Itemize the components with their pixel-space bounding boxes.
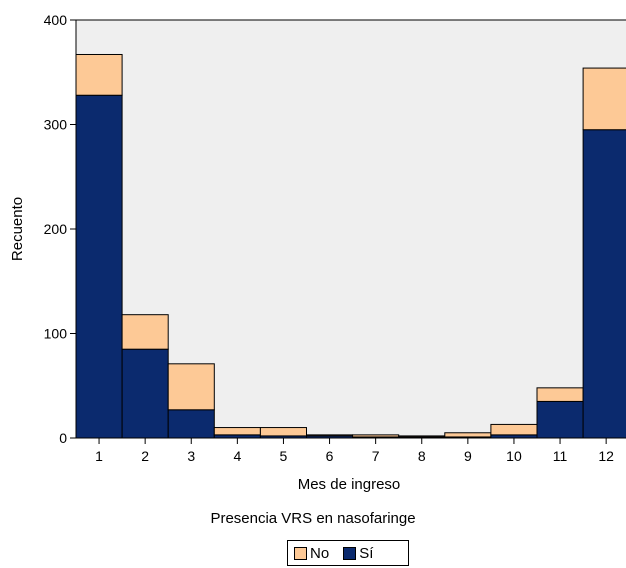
- x-tick-label-8: 8: [418, 448, 426, 464]
- bar-segment-no-11: [536, 387, 584, 402]
- bar-segment-no-5: [259, 427, 307, 437]
- legend-swatch-si: [343, 546, 357, 560]
- bar-segment-si-11: [536, 400, 584, 439]
- bar-segment-si-2: [121, 348, 169, 439]
- x-tick-label-2: 2: [141, 448, 149, 464]
- bar-segment-no-3: [167, 363, 215, 411]
- y-tick-label-200: 200: [44, 221, 68, 237]
- y-tick-label-0: 0: [59, 430, 67, 446]
- x-tick-label-9: 9: [464, 448, 472, 464]
- bar-segment-no-12: [582, 67, 626, 131]
- bar-segment-si-1: [75, 94, 123, 439]
- x-tick-label-3: 3: [187, 448, 195, 464]
- x-tick-label-12: 12: [598, 448, 614, 464]
- bar-segment-no-9: [444, 432, 492, 438]
- x-tick-label-10: 10: [506, 448, 522, 464]
- bar-segment-si-12: [582, 129, 626, 439]
- legend-title: Presencia VRS en nasofaringe: [210, 510, 416, 527]
- x-tick-label-6: 6: [326, 448, 334, 464]
- bar-segment-no-2: [121, 314, 169, 350]
- legend: No Sí: [287, 540, 409, 566]
- x-axis-title: Mes de ingreso: [298, 476, 401, 493]
- legend-swatch-no: [294, 546, 307, 560]
- x-tick-label-5: 5: [280, 448, 288, 464]
- bar-segment-no-1: [75, 53, 123, 96]
- legend-entry-no: No: [294, 545, 329, 562]
- y-tick-label-300: 300: [44, 117, 68, 133]
- legend-entry-si: Sí: [343, 545, 373, 562]
- legend-label-si: Sí: [359, 544, 374, 562]
- legend-label-no: No: [310, 544, 330, 562]
- bar-segment-no-10: [490, 423, 538, 436]
- bar-segment-si-3: [167, 409, 215, 439]
- bar-segment-no-4: [213, 427, 261, 436]
- y-tick-label-400: 400: [44, 12, 68, 28]
- x-tick-label-11: 11: [553, 448, 568, 464]
- bar-segment-no-7: [352, 434, 400, 438]
- y-tick-label-100: 100: [44, 326, 68, 342]
- bars-layer: [75, 53, 626, 439]
- bar-segment-no-8: [398, 435, 446, 438]
- y-axis-title: Recuento: [9, 197, 26, 261]
- bar-segment-no-6: [306, 434, 354, 437]
- x-tick-label-7: 7: [372, 448, 380, 464]
- x-tick-label-4: 4: [233, 448, 241, 464]
- x-tick-label-1: 1: [95, 448, 103, 464]
